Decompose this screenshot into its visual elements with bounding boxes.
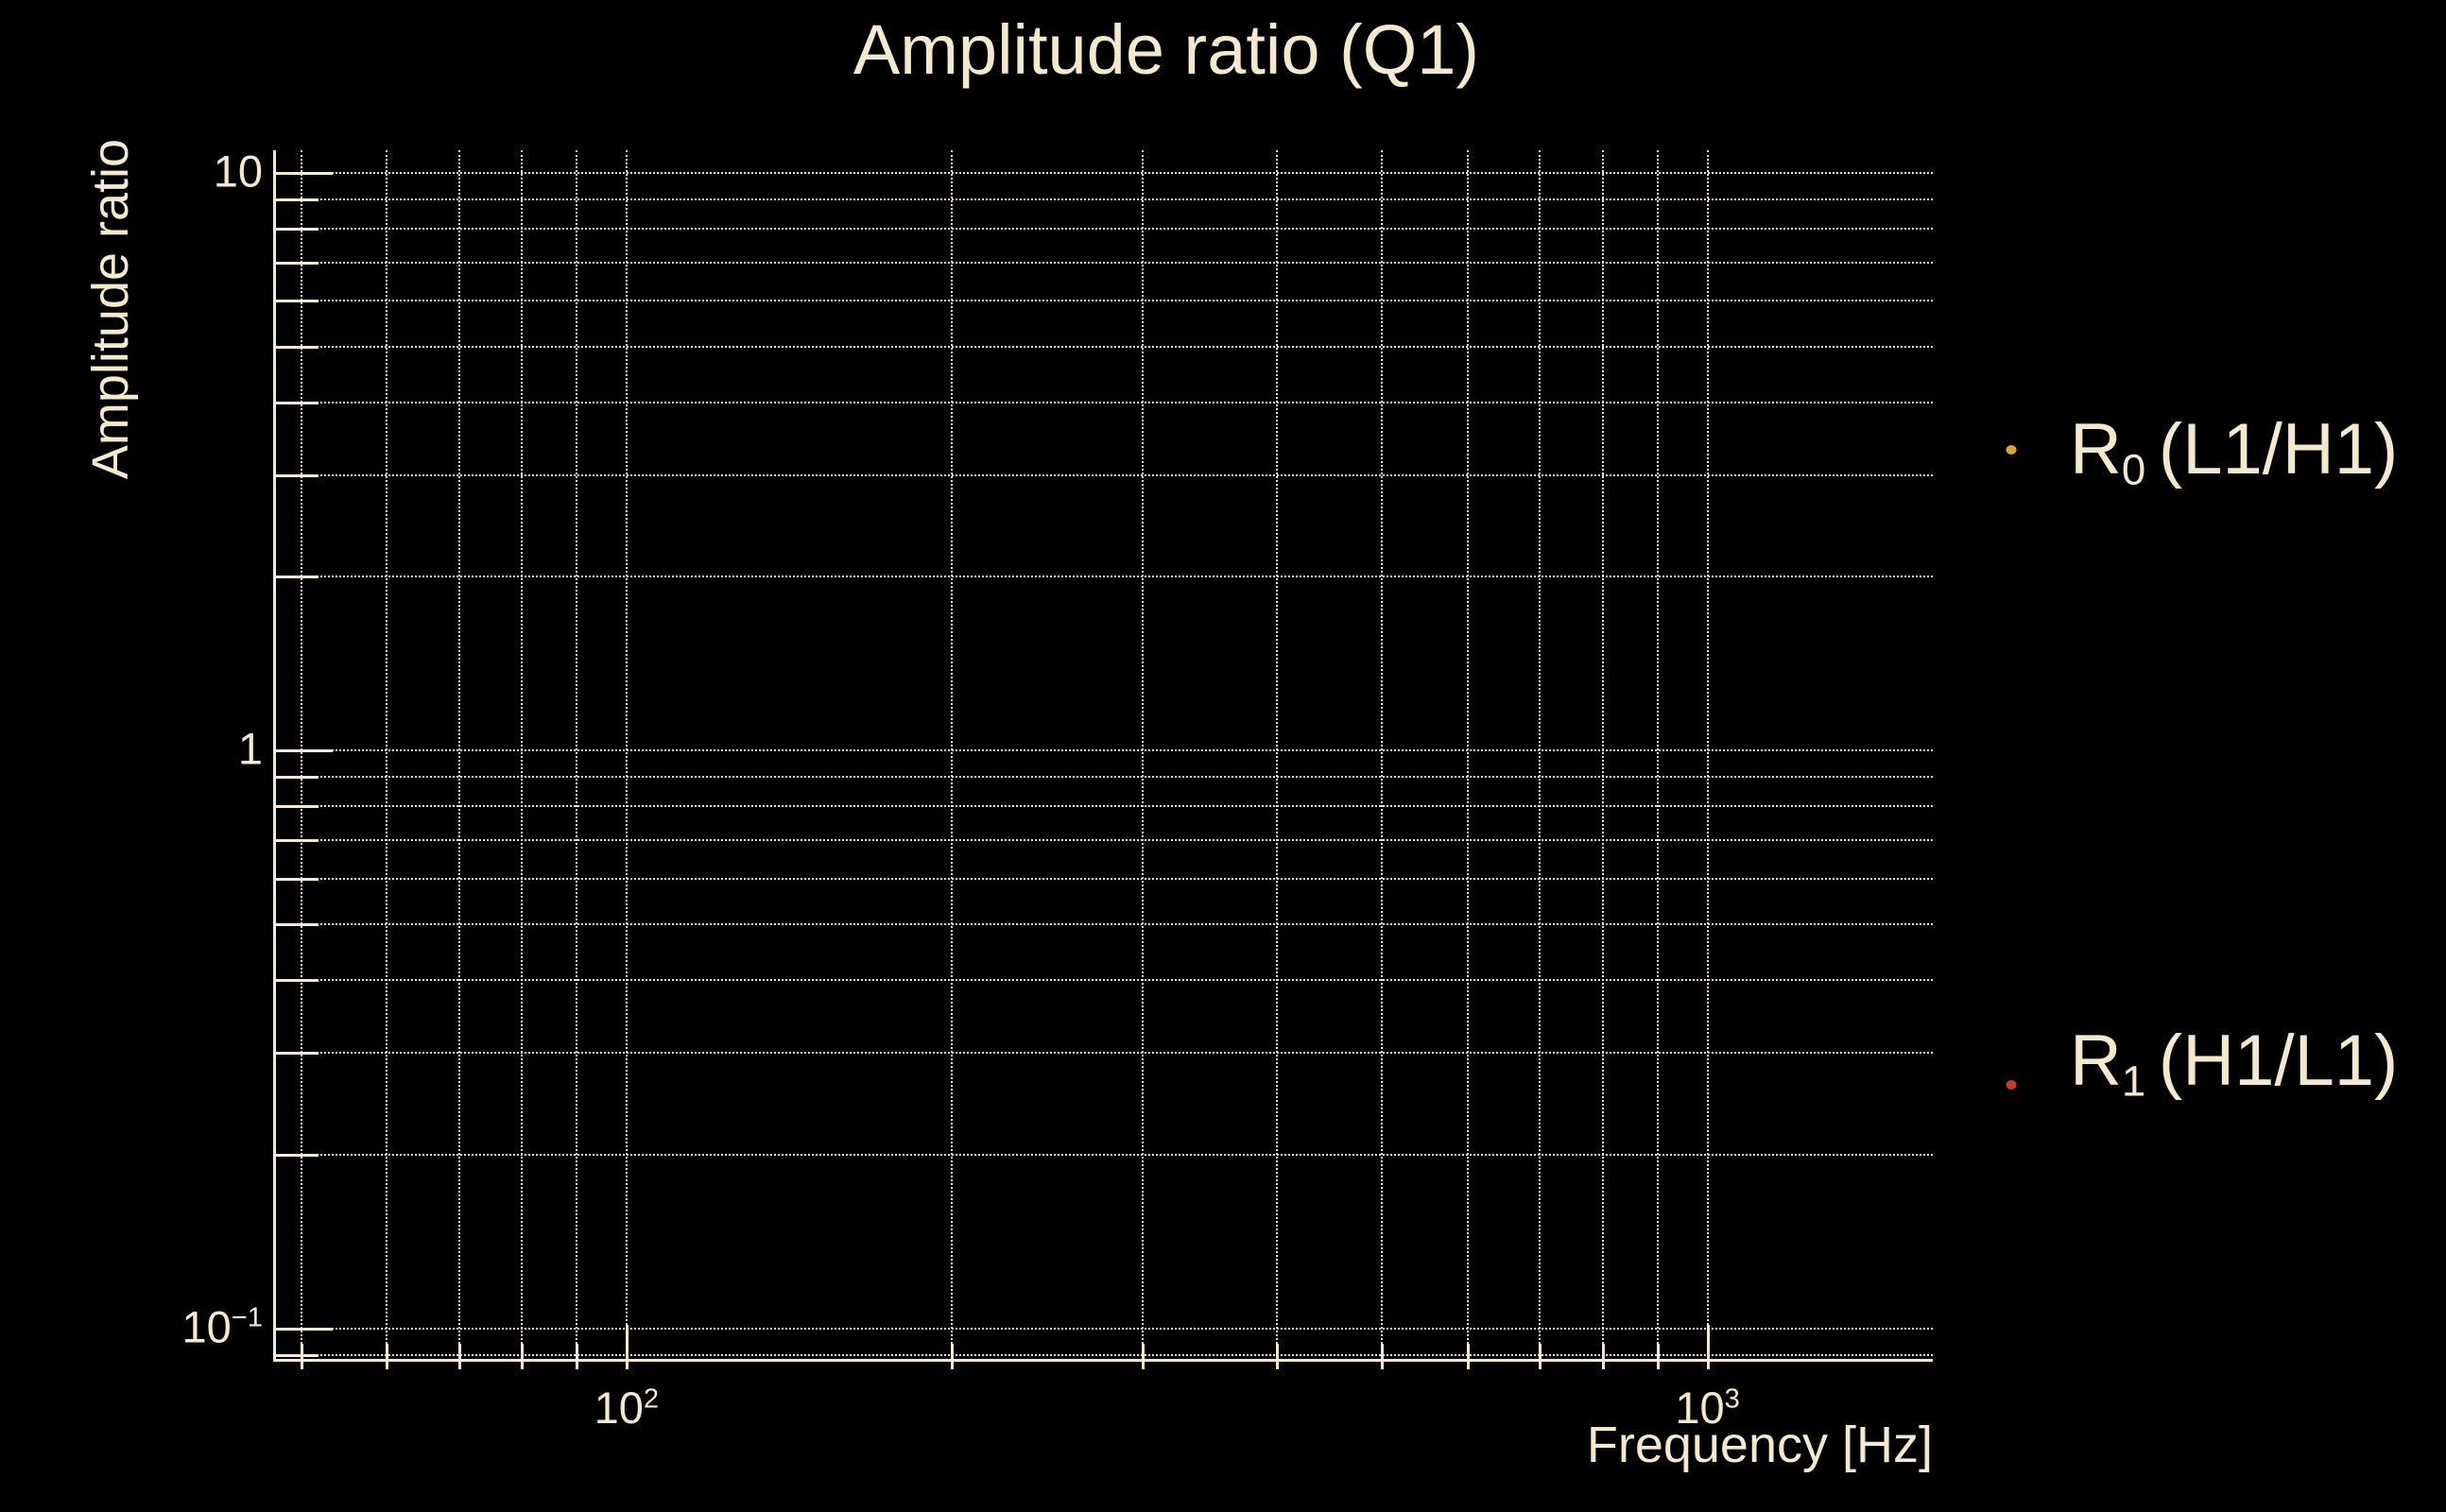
- y-major-gridline: [276, 1327, 1933, 1330]
- y-minor-tick: [276, 473, 319, 477]
- x-minor-tick: [1141, 1344, 1145, 1359]
- x-minor-gridline: [1601, 150, 1604, 1359]
- x-outer-tick: [1381, 1362, 1385, 1369]
- y-minor-tick: [276, 1353, 319, 1357]
- x-minor-tick: [1539, 1344, 1542, 1359]
- y-minor-gridline: [276, 402, 1933, 404]
- y-minor-tick: [276, 228, 319, 232]
- x-major-tick: [625, 1325, 629, 1359]
- y-minor-gridline: [276, 228, 1933, 231]
- x-minor-gridline: [386, 150, 388, 1359]
- x-minor-tick: [1381, 1344, 1385, 1359]
- y-minor-gridline: [276, 198, 1933, 200]
- y-minor-tick: [276, 923, 319, 927]
- x-outer-tick: [1657, 1362, 1661, 1369]
- x-major-gridline: [1706, 150, 1709, 1359]
- y-minor-gridline: [276, 261, 1933, 264]
- y-minor-tick: [276, 402, 319, 405]
- x-major-tick: [1706, 1325, 1710, 1359]
- x-outer-tick: [1141, 1362, 1145, 1369]
- x-outer-tick: [520, 1362, 524, 1369]
- legend-label-r0: R0 (L1/H1): [2070, 409, 2399, 494]
- x-minor-gridline: [951, 150, 954, 1359]
- x-outer-tick: [386, 1362, 389, 1369]
- y-tick-label: 1: [237, 723, 263, 774]
- y-major-gridline: [276, 171, 1933, 174]
- y-minor-tick: [276, 805, 319, 809]
- series-r1-marker-icon: [2006, 1080, 2017, 1090]
- y-minor-tick: [276, 1153, 319, 1157]
- x-minor-tick: [576, 1344, 579, 1359]
- y-major-tick: [276, 171, 333, 175]
- x-minor-gridline: [1276, 150, 1279, 1359]
- x-minor-gridline: [1466, 150, 1469, 1359]
- x-minor-tick: [520, 1344, 524, 1359]
- y-minor-gridline: [276, 838, 1933, 841]
- x-minor-tick: [300, 1344, 303, 1359]
- y-minor-tick: [276, 576, 319, 579]
- x-minor-gridline: [300, 150, 302, 1359]
- y-minor-gridline: [276, 576, 1933, 578]
- x-minor-gridline: [1141, 150, 1144, 1359]
- x-minor-tick: [1657, 1344, 1661, 1359]
- y-minor-gridline: [276, 877, 1933, 880]
- y-minor-gridline: [276, 300, 1933, 302]
- y-minor-tick: [276, 979, 319, 983]
- y-minor-gridline: [276, 1353, 1933, 1356]
- y-axis-spine: [273, 150, 276, 1362]
- y-minor-tick: [276, 877, 319, 881]
- x-outer-tick: [1706, 1362, 1710, 1369]
- y-tick-label: 10: [213, 146, 263, 197]
- y-minor-gridline: [276, 979, 1933, 982]
- x-minor-gridline: [576, 150, 578, 1359]
- chart-title: Amplitude ratio (Q1): [853, 10, 1480, 89]
- x-minor-gridline: [1539, 150, 1542, 1359]
- y-major-gridline: [276, 749, 1933, 752]
- x-outer-tick: [457, 1362, 461, 1369]
- x-axis-spine: [273, 1359, 1933, 1362]
- x-minor-gridline: [1657, 150, 1660, 1359]
- x-axis-label: Frequency [Hz]: [1586, 1417, 1933, 1473]
- x-outer-tick: [576, 1362, 579, 1369]
- legend-label-r1: R1 (H1/L1): [2070, 1021, 2399, 1106]
- x-minor-tick: [1466, 1344, 1470, 1359]
- x-minor-tick: [386, 1344, 389, 1359]
- x-outer-tick: [1466, 1362, 1470, 1369]
- y-minor-gridline: [276, 776, 1933, 779]
- series-r0-marker-icon: [2006, 445, 2017, 455]
- y-minor-tick: [276, 198, 319, 201]
- x-major-gridline: [625, 150, 628, 1359]
- y-minor-gridline: [276, 923, 1933, 926]
- x-minor-tick: [951, 1344, 955, 1359]
- y-minor-gridline: [276, 805, 1933, 808]
- y-minor-tick: [276, 345, 319, 349]
- x-minor-tick: [457, 1344, 461, 1359]
- x-minor-tick: [1276, 1344, 1280, 1359]
- x-outer-tick: [625, 1362, 629, 1369]
- y-minor-tick: [276, 300, 319, 303]
- y-minor-gridline: [276, 1051, 1933, 1054]
- x-minor-gridline: [520, 150, 523, 1359]
- x-minor-tick: [1601, 1344, 1605, 1359]
- y-minor-tick: [276, 838, 319, 842]
- y-major-tick: [276, 749, 333, 753]
- x-outer-tick: [1276, 1362, 1280, 1369]
- y-minor-gridline: [276, 473, 1933, 476]
- x-outer-tick: [1601, 1362, 1605, 1369]
- y-minor-tick: [276, 261, 319, 265]
- x-tick-label: 102: [594, 1383, 660, 1433]
- y-tick-label: 10−1: [181, 1300, 264, 1351]
- x-tick-label: 103: [1675, 1383, 1740, 1433]
- x-minor-gridline: [457, 150, 460, 1359]
- x-outer-tick: [951, 1362, 955, 1369]
- x-outer-tick: [1539, 1362, 1542, 1369]
- y-minor-gridline: [276, 345, 1933, 348]
- y-minor-tick: [276, 1051, 319, 1055]
- y-major-tick: [276, 1327, 333, 1331]
- y-minor-tick: [276, 776, 319, 780]
- x-minor-gridline: [1381, 150, 1384, 1359]
- y-minor-gridline: [276, 1153, 1933, 1156]
- x-outer-tick: [300, 1362, 303, 1369]
